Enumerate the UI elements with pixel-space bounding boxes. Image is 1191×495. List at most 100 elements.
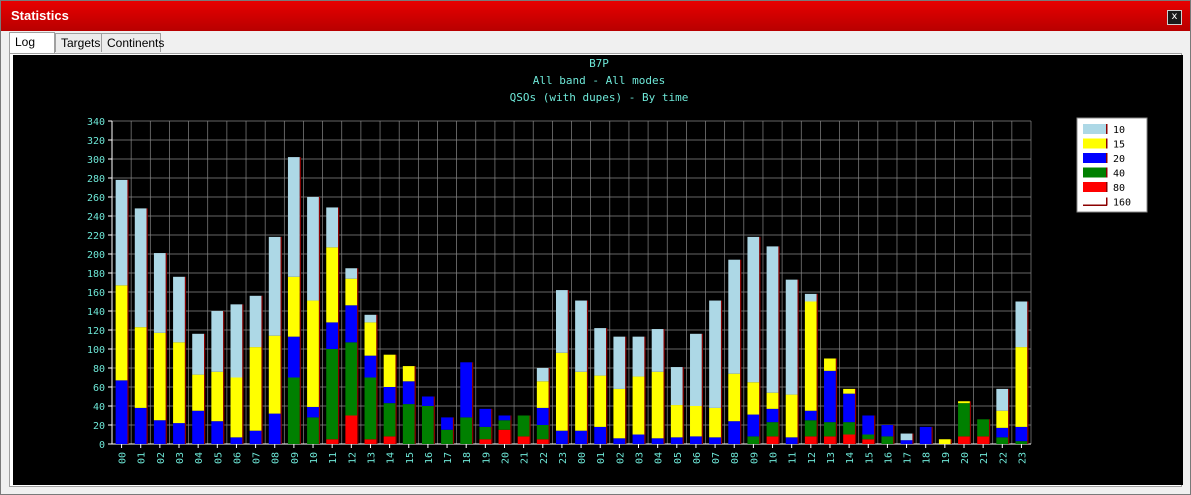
x-tick-label: 10 (769, 452, 780, 464)
bar-segment-40 (479, 426, 492, 440)
bar-segment-20 (498, 415, 511, 421)
tab-log[interactable]: Log (9, 32, 55, 53)
bar-segment-15 (575, 371, 588, 431)
bar-segment-10 (670, 367, 683, 406)
bar-segment-15 (383, 354, 396, 387)
bar-segment-10 (268, 236, 281, 336)
bar-segment-20 (575, 430, 588, 444)
y-tick-label: 300 (87, 155, 105, 166)
bar-segment-20 (996, 427, 1009, 438)
x-tick-label: 12 (807, 452, 818, 464)
x-tick-label: 04 (194, 452, 205, 464)
bar-segment-20 (402, 381, 415, 405)
bar-segment-20 (862, 415, 875, 435)
bar-segment-20 (249, 430, 262, 444)
x-tick-label: 20 (500, 452, 511, 464)
chart-subtitle: All band - All modes (533, 74, 665, 87)
legend-label-10: 10 (1113, 125, 1125, 136)
bar-segment-10 (766, 246, 779, 393)
bar-segment-20 (919, 426, 932, 444)
bar-segment-15 (287, 276, 300, 337)
x-tick-label: 08 (730, 452, 741, 464)
x-tick-label: 14 (845, 452, 856, 464)
bar-segment-20 (690, 436, 702, 444)
x-tick-label: 07 (711, 452, 722, 464)
legend-swatch-edge (1106, 124, 1108, 134)
bar-segment-15 (613, 388, 626, 439)
bar-segment-10 (613, 336, 626, 389)
x-axis-ticks: 00 01 02 03 04 05 06 07 08 09 10 11 12 13 14 15 16 17 18 19… (118, 444, 1028, 464)
bar-segment-15 (555, 352, 568, 431)
bar-segment-20 (900, 440, 913, 444)
x-tick-label: 01 (596, 452, 607, 464)
legend-swatch-edge (1106, 167, 1108, 178)
bar-segment-10 (1015, 301, 1028, 348)
x-tick-label: 08 (271, 452, 282, 464)
bar-segment-10 (575, 300, 588, 372)
bar-segment-15 (153, 332, 166, 421)
bar-segment-20 (230, 437, 243, 444)
bar-segment-15 (747, 382, 760, 415)
bar-segment-10 (211, 311, 224, 372)
x-tick-label: 09 (749, 452, 760, 464)
bar-segment-10 (115, 179, 128, 286)
x-tick-label: 11 (788, 452, 799, 464)
bar-segment-10 (632, 336, 645, 377)
y-tick-label: 200 (87, 250, 105, 261)
bar-segment-80 (977, 436, 990, 444)
bar-segment-20 (881, 425, 894, 437)
title-bar[interactable]: Statistics x (1, 1, 1190, 31)
bar-segment-15 (996, 410, 1009, 428)
bar-segment-15 (173, 342, 185, 424)
bar-segment-40 (536, 425, 549, 440)
y-tick-label: 240 (87, 212, 105, 223)
bar-segment-40 (996, 437, 1009, 444)
bar-segment-40 (364, 377, 377, 440)
x-tick-label: 13 (366, 452, 377, 464)
bar-segment-15 (115, 285, 128, 381)
bar-segment-15 (804, 301, 817, 411)
legend-label-40: 40 (1113, 169, 1125, 180)
chart-subtitle-2: QSOs (with dupes) - By time (510, 91, 689, 104)
bar-segment-20 (268, 413, 281, 444)
bar-segment-10 (728, 259, 741, 374)
bar-segment-80 (862, 439, 875, 444)
bar-segment-40 (977, 419, 990, 437)
tab-continents[interactable]: Continents (101, 33, 164, 52)
bar-segment-20 (383, 387, 396, 404)
y-tick-label: 160 (87, 288, 105, 299)
x-tick-label: 23 (558, 452, 569, 464)
bars (115, 157, 1029, 444)
bar-segment-20 (804, 410, 817, 421)
y-tick-label: 320 (87, 136, 105, 147)
tab-targets[interactable]: Targets (55, 33, 102, 52)
bar-segment-20 (670, 437, 683, 444)
bar-segment-15 (192, 374, 205, 411)
bar-segment-10 (555, 290, 568, 353)
bar-segment-10 (690, 333, 702, 406)
bar-segment-10 (192, 333, 205, 375)
bar-segment-20 (307, 406, 319, 418)
x-tick-label: 09 (290, 452, 301, 464)
bar-segment-80 (517, 436, 530, 444)
bar-segment-10 (364, 314, 377, 323)
x-tick-label: 18 (922, 452, 933, 464)
bar-segment-15 (670, 405, 683, 438)
bar-segment-10 (153, 253, 166, 333)
legend: 10 15 20 40 80 160 (1076, 117, 1148, 213)
bar-segment-20 (441, 417, 453, 430)
bar-segment-10 (785, 279, 798, 395)
y-tick-label: 20 (93, 421, 105, 432)
legend-label-80: 80 (1113, 183, 1125, 194)
bar-segment-80 (498, 429, 511, 444)
x-tick-label: 19 (481, 452, 492, 464)
bar-segment-20 (326, 322, 339, 349)
bar-segment-20 (747, 414, 760, 437)
bar-segment-80 (804, 436, 817, 444)
x-tick-label: 05 (213, 452, 224, 464)
bar-segment-15 (402, 366, 415, 382)
x-tick-label: 10 (309, 452, 320, 464)
bar-segment-10 (804, 293, 817, 302)
bar-segment-15 (249, 347, 262, 431)
close-button[interactable]: x (1167, 10, 1182, 25)
